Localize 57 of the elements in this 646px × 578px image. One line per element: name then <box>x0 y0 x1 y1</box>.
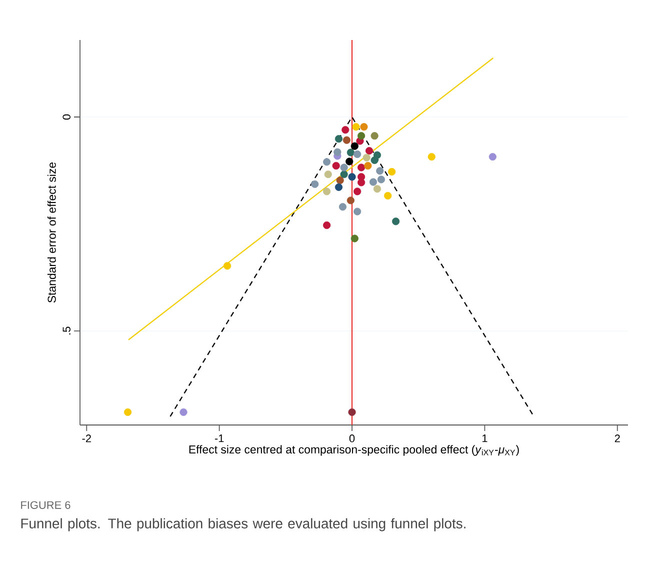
point <box>358 178 366 186</box>
point <box>336 176 344 184</box>
point <box>376 167 384 175</box>
caption: FIGURE 6 <box>21 501 70 509</box>
x-tick-label: 0 <box>349 434 355 442</box>
point <box>340 164 348 172</box>
point <box>124 408 132 416</box>
point <box>323 221 331 230</box>
point <box>342 126 350 134</box>
x-tick-label: -1 <box>214 434 224 442</box>
point <box>346 158 354 166</box>
point <box>354 188 362 196</box>
point <box>334 148 342 156</box>
point <box>352 123 360 131</box>
point <box>354 208 362 216</box>
x-tick-label: -2 <box>82 434 91 442</box>
point <box>388 168 396 176</box>
point <box>370 156 378 164</box>
x-tick-label: 2 <box>614 434 620 442</box>
point <box>348 408 356 416</box>
point <box>354 150 362 158</box>
point <box>334 183 343 191</box>
point <box>338 203 347 211</box>
point <box>362 154 370 162</box>
x-tick-label: 1 <box>482 434 488 442</box>
y-axis-title: Standard error of effect size <box>47 162 56 303</box>
point <box>340 170 348 178</box>
point <box>370 132 378 140</box>
point <box>373 185 382 193</box>
point <box>180 408 188 416</box>
point <box>323 158 331 166</box>
point <box>223 262 232 270</box>
point <box>358 164 366 172</box>
point <box>346 148 354 156</box>
point <box>324 170 332 178</box>
point <box>332 162 340 170</box>
point <box>358 132 366 140</box>
point <box>365 147 374 155</box>
point <box>392 218 400 226</box>
point <box>350 234 358 242</box>
point <box>428 152 436 161</box>
point <box>350 142 358 150</box>
y-tick-label: .5 <box>62 326 70 334</box>
point <box>311 180 319 188</box>
point <box>342 136 351 144</box>
point <box>348 173 356 181</box>
point <box>369 178 378 186</box>
text: Funnel plots. The publication biases were evaluated using funnel plots. <box>21 518 466 532</box>
point <box>334 135 343 143</box>
point <box>364 162 372 170</box>
point <box>360 123 368 131</box>
point <box>377 176 386 184</box>
point <box>488 152 496 161</box>
point <box>346 196 354 204</box>
point <box>384 192 392 200</box>
point <box>323 188 331 196</box>
x-axis-title: Effect size centred at comparison-specific pooled effect (y$_{iXY}$-μ$_{XY}$) <box>189 445 519 456</box>
